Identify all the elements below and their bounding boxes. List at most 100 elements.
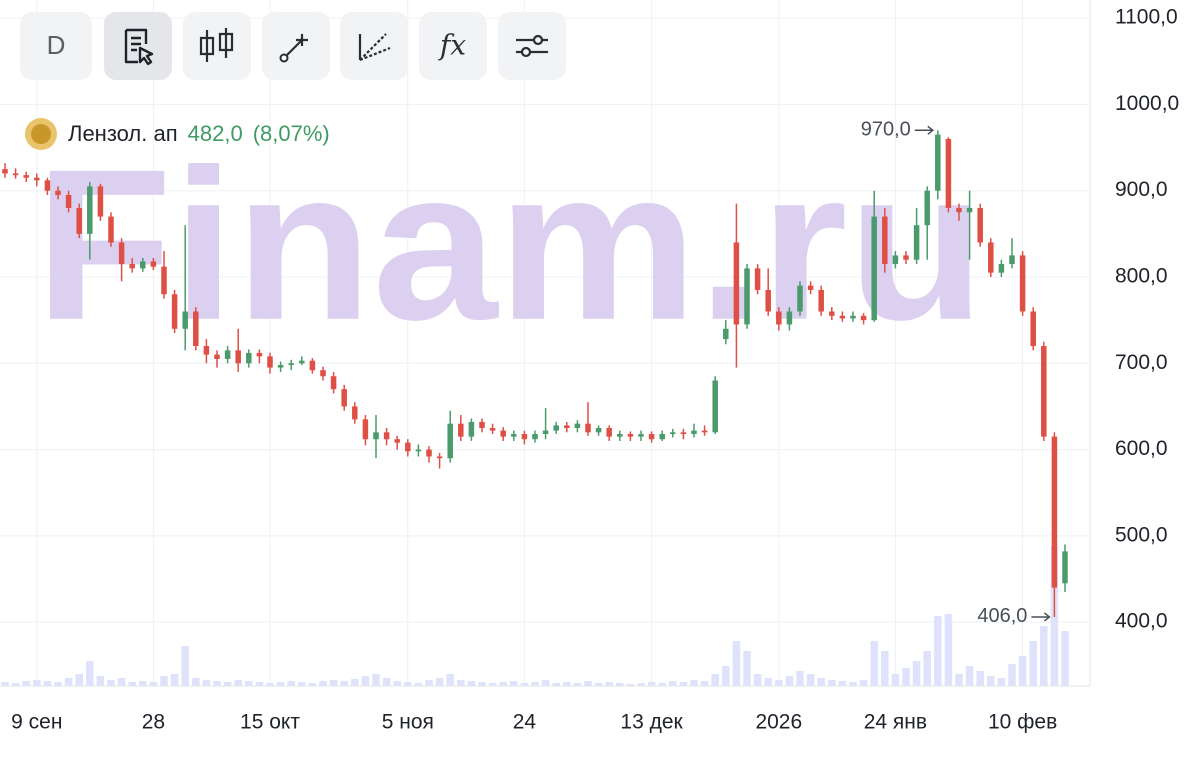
volume-bar	[446, 674, 454, 686]
candle-body	[458, 423, 464, 437]
volume-bar	[1029, 641, 1037, 686]
volume-bar	[870, 641, 878, 686]
candle-body	[288, 363, 294, 366]
candle-body	[426, 449, 432, 457]
candle-body	[542, 430, 549, 435]
candle-body	[595, 427, 602, 433]
volume-bar	[711, 674, 719, 686]
x-tick-label: 24 янв	[864, 711, 927, 734]
candle-body	[87, 186, 93, 234]
annotations: 970,0 406,0	[861, 119, 1051, 627]
volume-bar	[594, 683, 603, 686]
candle-body	[892, 255, 899, 265]
candle-body	[171, 294, 178, 329]
candle-body	[871, 216, 877, 321]
volume-bar	[923, 651, 931, 686]
candle-body	[224, 350, 231, 359]
candle-body	[468, 421, 475, 437]
candle-body	[966, 207, 973, 213]
volume-bar	[467, 681, 476, 686]
candle-body	[935, 134, 941, 191]
candle-body	[2, 169, 8, 174]
volume-bar	[881, 651, 889, 686]
candle-body	[1051, 436, 1058, 588]
candle-body	[97, 186, 104, 217]
volume-bar	[382, 678, 391, 686]
volume-bar	[520, 683, 529, 686]
candle-body	[447, 423, 453, 459]
volume-bar	[573, 683, 582, 686]
drawing-button[interactable]	[262, 12, 330, 80]
annotation-arrowhead	[1043, 612, 1051, 622]
ticker-name: Лензол. ап	[68, 121, 178, 146]
candle-body	[882, 216, 888, 265]
volume-bar	[86, 661, 94, 686]
candle-body	[786, 311, 793, 325]
candle-body	[532, 434, 538, 440]
candle-body	[850, 315, 856, 319]
candle-body	[638, 434, 644, 437]
fibonacci-button[interactable]	[340, 12, 408, 80]
volume-bar	[1, 682, 9, 686]
candle-body	[1041, 346, 1047, 437]
volume-bar	[54, 682, 62, 686]
candle-type-button[interactable]	[183, 12, 251, 80]
volume-bar	[266, 683, 274, 686]
volume-bar	[785, 676, 794, 686]
volume-bar	[976, 671, 984, 686]
candle-body	[118, 242, 125, 265]
x-tick-label: 13 дек	[620, 711, 683, 734]
candles	[2, 130, 1068, 617]
y-tick-label: 700,0	[1115, 351, 1168, 374]
volume-bar	[488, 683, 497, 686]
volume-bar	[128, 682, 136, 686]
volume-bar	[563, 682, 571, 686]
x-tick-label: 2026	[755, 711, 802, 734]
candle-body	[776, 311, 782, 325]
volume-bar	[276, 682, 285, 686]
candle-body	[521, 434, 528, 440]
candle-body	[701, 430, 708, 433]
volume-bar	[690, 680, 698, 686]
candle-body	[659, 434, 665, 440]
candle-body	[829, 311, 835, 316]
candle-body	[913, 225, 920, 260]
annotation-label: 970,0	[861, 119, 911, 141]
candle-body	[564, 425, 570, 428]
candle-body	[108, 216, 114, 243]
volume-bar	[679, 682, 688, 686]
candle-body	[34, 177, 40, 181]
candle-body	[723, 328, 729, 340]
volume-bar	[435, 678, 444, 686]
candle-body	[182, 311, 188, 329]
volume-bar	[287, 681, 295, 686]
settings-button[interactable]	[498, 12, 566, 80]
volume-bar	[223, 682, 232, 686]
candle-body	[988, 242, 994, 273]
candle-body	[320, 370, 326, 377]
x-tick-label: 15 окт	[240, 711, 300, 734]
volume-bar	[955, 674, 963, 686]
candle-body	[214, 354, 220, 359]
volume-bar	[541, 680, 550, 686]
volume-bar	[202, 680, 211, 686]
volume-bar	[510, 681, 518, 686]
indicators-button[interactable]: fx	[419, 12, 487, 80]
candle-body	[977, 207, 983, 243]
candle-body	[436, 456, 443, 459]
indicators-label: fx	[438, 29, 466, 62]
candle-body	[839, 315, 846, 319]
template-button[interactable]	[104, 12, 172, 80]
interval-button[interactable]: D	[20, 12, 92, 80]
candle-body	[150, 261, 157, 267]
volume-bar	[234, 680, 242, 686]
volume-bar	[753, 674, 762, 686]
candle-body	[140, 261, 146, 269]
volume-bar	[1018, 656, 1027, 686]
candle-body	[256, 352, 263, 357]
volume-bar	[319, 681, 327, 686]
volume-bar	[531, 682, 539, 686]
candle-body	[489, 427, 496, 431]
volume-bar	[891, 674, 900, 686]
